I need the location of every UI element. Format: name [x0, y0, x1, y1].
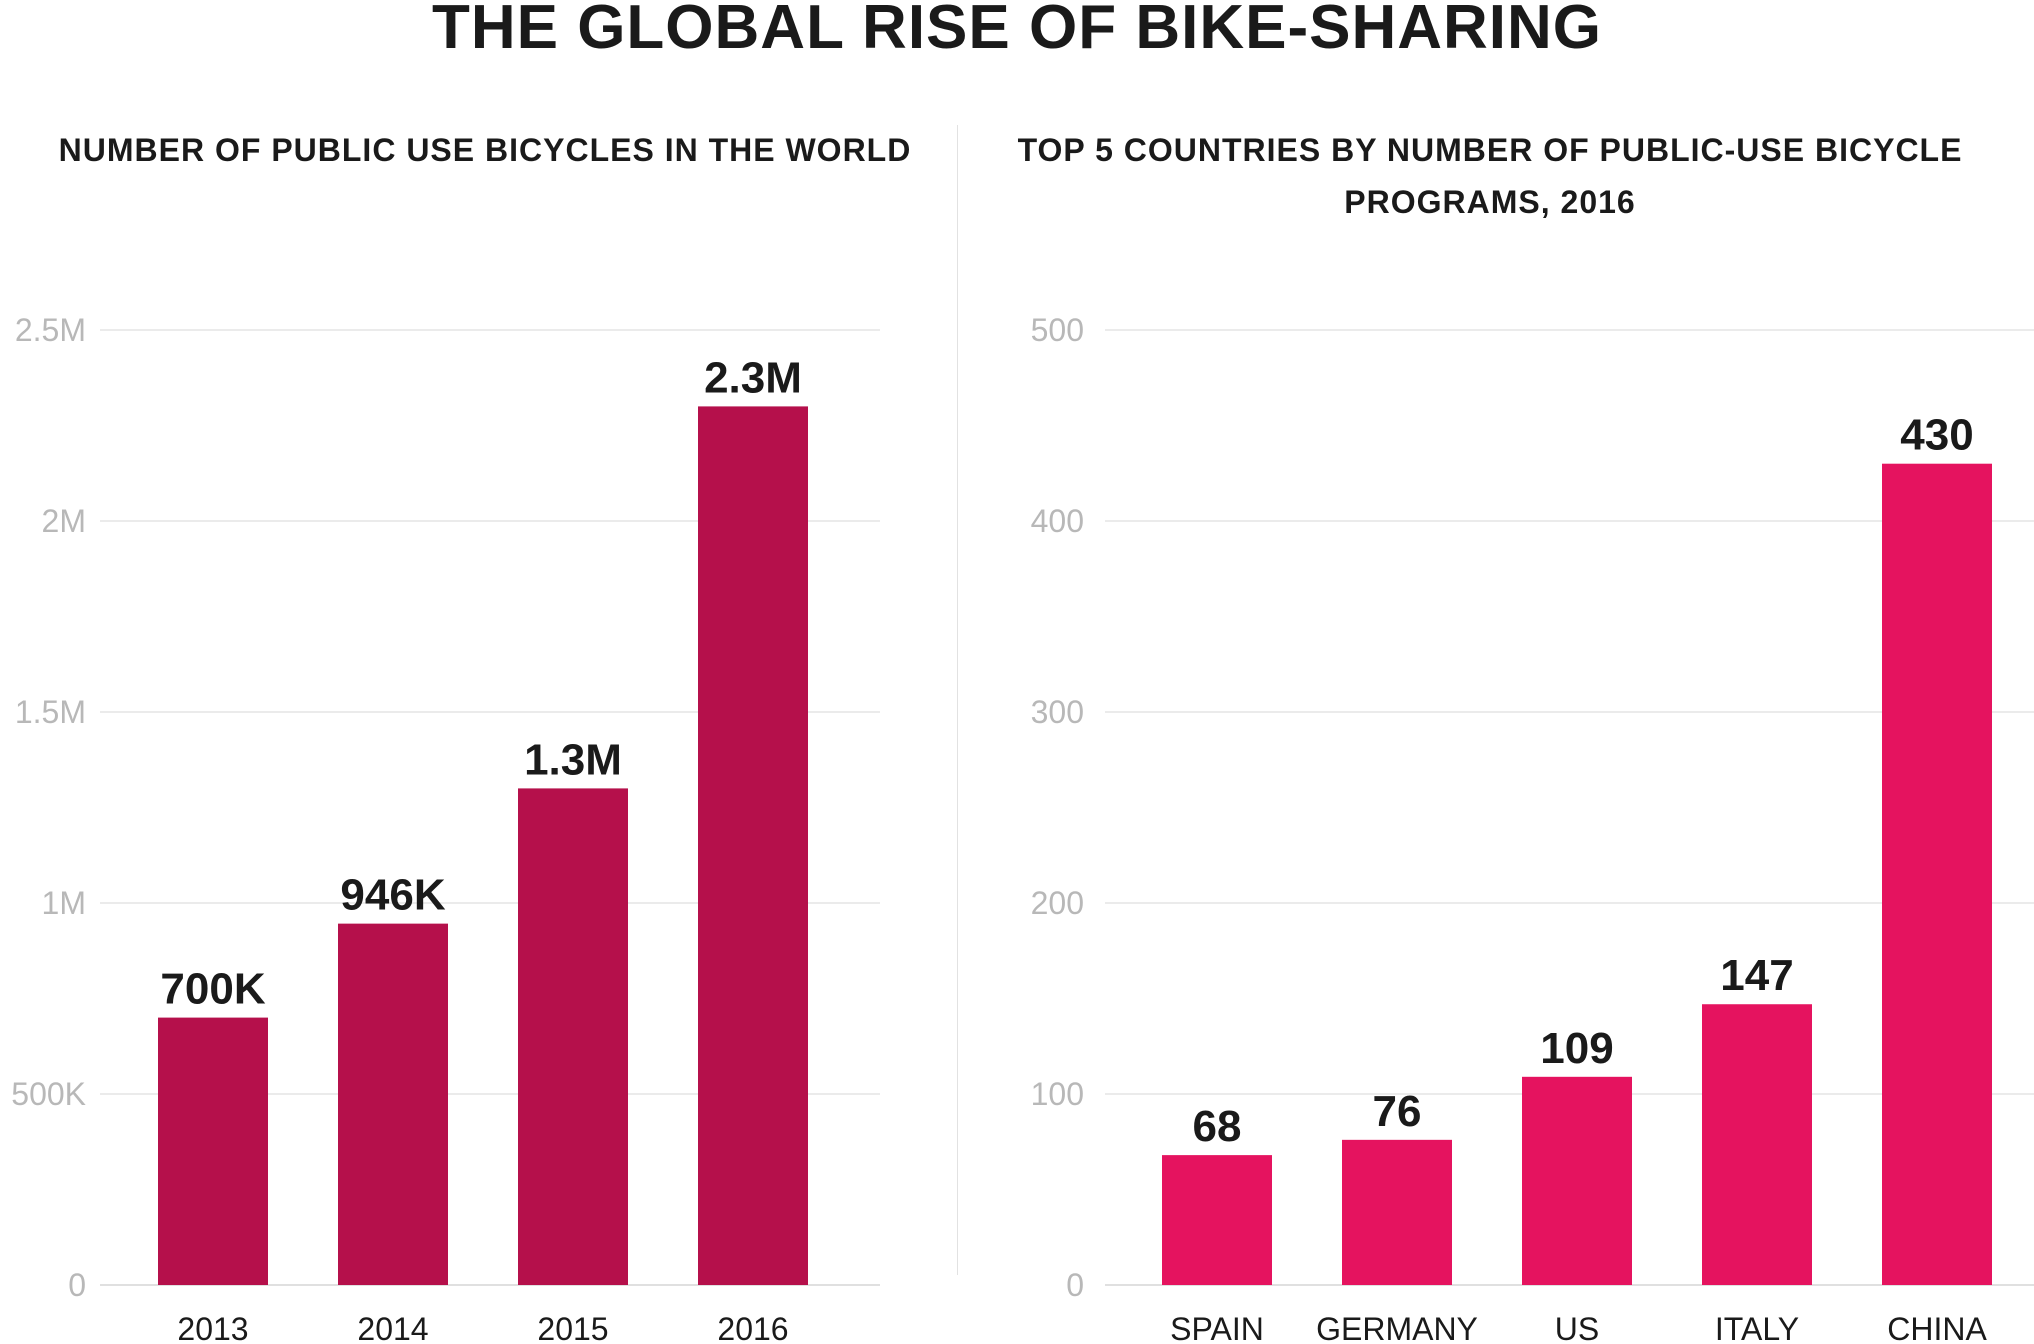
- bar-value-label: 76: [1373, 1087, 1422, 1136]
- right-chart-title: TOP 5 COUNTRIES BY NUMBER OF PUBLIC-USE …: [1017, 132, 1963, 220]
- y-tick-label: 0: [1066, 1267, 1084, 1303]
- x-category-label: US: [1555, 1311, 1599, 1344]
- y-tick-label: 200: [1031, 885, 1084, 921]
- panel-divider: [957, 125, 958, 1275]
- bar: [698, 406, 808, 1285]
- y-tick-label: 0: [68, 1267, 86, 1303]
- bar: [1702, 1004, 1812, 1285]
- x-category-label: ITALY: [1715, 1311, 1799, 1344]
- x-category-label: SPAIN: [1170, 1311, 1264, 1344]
- bar-value-label: 68: [1193, 1102, 1242, 1151]
- y-tick-label: 1M: [42, 885, 86, 921]
- x-category-label: 2013: [177, 1311, 248, 1344]
- y-tick-label: 2M: [42, 503, 86, 539]
- y-tick-label: 1.5M: [15, 694, 86, 730]
- y-tick-label: 300: [1031, 694, 1084, 730]
- bar: [1342, 1139, 1452, 1285]
- bar-value-label: 700K: [160, 965, 265, 1014]
- y-tick-label: 400: [1031, 503, 1084, 539]
- bar-value-label: 2.3M: [704, 353, 802, 402]
- bar-value-label: 109: [1540, 1024, 1613, 1073]
- bar: [1882, 463, 1992, 1285]
- bar: [338, 923, 448, 1285]
- bicycles-world-bar-chart: 0 500K 1M 1.5M 2M 2.5M 700K 2013 946K 2014 1.3M 201…: [11, 312, 880, 1344]
- bar-value-label: 147: [1720, 951, 1793, 1000]
- bar: [1522, 1076, 1632, 1285]
- y-tick-label: 2.5M: [15, 312, 86, 348]
- left-chart-title: NUMBER OF PUBLIC USE BICYCLES IN THE WOR…: [58, 132, 912, 168]
- bar-value-label: 946K: [340, 871, 445, 920]
- bar-value-label: 1.3M: [524, 735, 622, 784]
- x-category-label: 2016: [717, 1311, 788, 1344]
- bar: [1162, 1155, 1272, 1285]
- main-title: THE GLOBAL RISE OF BIKE-SHARING: [431, 0, 1602, 62]
- x-category-label: CHINA: [1887, 1311, 1987, 1344]
- y-tick-label: 100: [1031, 1076, 1084, 1112]
- y-tick-label: 500: [1031, 312, 1084, 348]
- bar: [158, 1017, 268, 1285]
- bar-value-label: 430: [1900, 411, 1973, 460]
- bar: [518, 788, 628, 1285]
- x-category-label: 2015: [537, 1311, 608, 1344]
- x-category-label: 2014: [357, 1311, 428, 1344]
- x-category-label: GERMANY: [1316, 1311, 1478, 1344]
- y-tick-label: 500K: [11, 1076, 86, 1112]
